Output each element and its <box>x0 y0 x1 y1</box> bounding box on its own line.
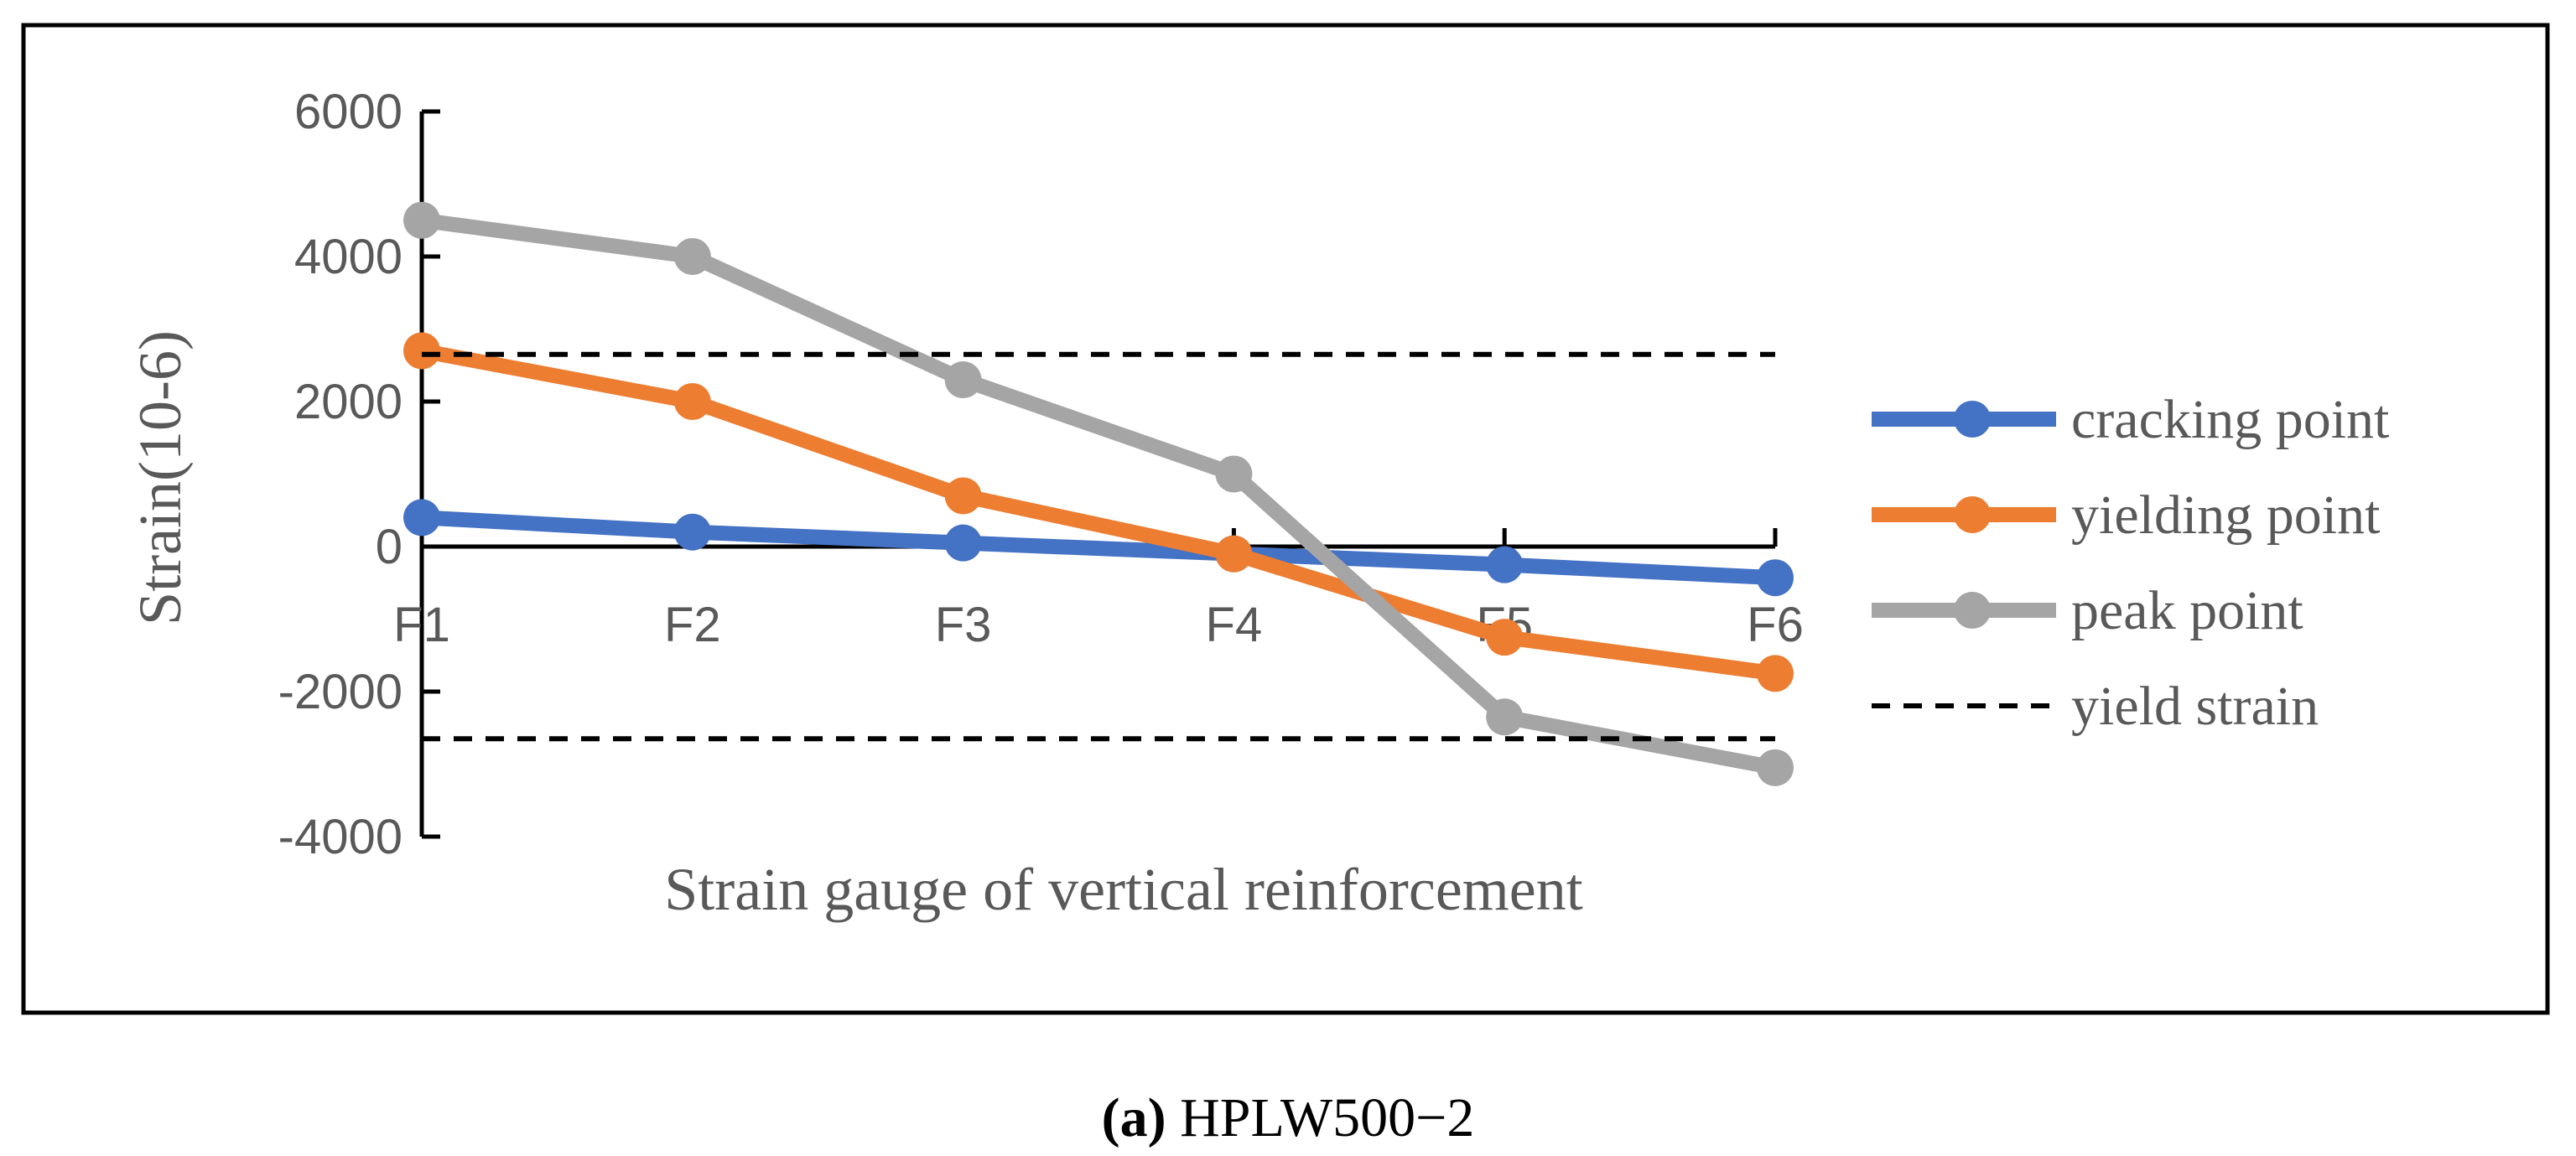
legend-marker-peak-point <box>1954 592 1991 629</box>
caption-text: HPLW500−2 <box>1166 1087 1475 1148</box>
data-point-cracking-point <box>1757 559 1794 597</box>
data-point-yielding-point <box>1757 655 1794 692</box>
legend-marker-yielding-point <box>1954 496 1991 533</box>
figure-caption: (a) HPLW500−2 <box>1102 1087 1475 1148</box>
legend-label-yield-strain: yield strain <box>2071 676 2319 737</box>
series-line-cracking-point <box>414 510 1783 586</box>
y-tick-label: -4000 <box>278 810 402 864</box>
y-tick-label: -2000 <box>278 665 402 719</box>
data-point-yielding-point <box>403 332 440 370</box>
x-tick-label: F4 <box>1206 598 1263 652</box>
y-tick-label: 0 <box>376 520 402 574</box>
data-point-yielding-point <box>673 383 711 420</box>
x-axis-title: Strain gauge of vertical reinforcement <box>664 856 1583 923</box>
legend-label-yielding-point: yielding point <box>2071 485 2380 546</box>
series-line-peak-point <box>414 212 1783 775</box>
caption-label: (a) <box>1102 1087 1166 1148</box>
series-line-yielding-point <box>414 343 1783 682</box>
data-point-cracking-point <box>1486 546 1524 583</box>
x-tick-label: F1 <box>393 598 450 652</box>
data-point-yielding-point <box>1486 619 1524 656</box>
data-point-cracking-point <box>944 524 982 562</box>
y-tick-label: 4000 <box>294 230 402 284</box>
legend-label-cracking-point: cracking point <box>2071 389 2389 450</box>
data-point-peak-point <box>673 238 711 275</box>
data-point-yielding-point <box>944 477 982 515</box>
data-point-cracking-point <box>673 513 711 551</box>
y-tick-label: 6000 <box>294 85 402 139</box>
y-tick-label: 2000 <box>294 375 402 429</box>
legend-label-peak-point: peak point <box>2071 580 2303 641</box>
data-point-peak-point <box>944 361 982 399</box>
x-tick-label: F3 <box>935 598 992 652</box>
data-point-peak-point <box>1486 698 1524 736</box>
data-point-yielding-point <box>1215 535 1253 573</box>
legend: cracking point yielding point peak point yi… <box>1872 389 2389 737</box>
data-point-peak-point <box>403 201 440 239</box>
legend-marker-cracking-point <box>1954 401 1991 438</box>
plot-series <box>403 201 1794 786</box>
x-tick-label: F6 <box>1747 598 1804 652</box>
data-point-cracking-point <box>403 499 440 537</box>
data-point-peak-point <box>1757 749 1794 786</box>
data-point-peak-point <box>1215 455 1253 493</box>
y-axis-title: Strain(10-6) <box>127 330 194 625</box>
x-tick-label: F2 <box>664 598 721 652</box>
